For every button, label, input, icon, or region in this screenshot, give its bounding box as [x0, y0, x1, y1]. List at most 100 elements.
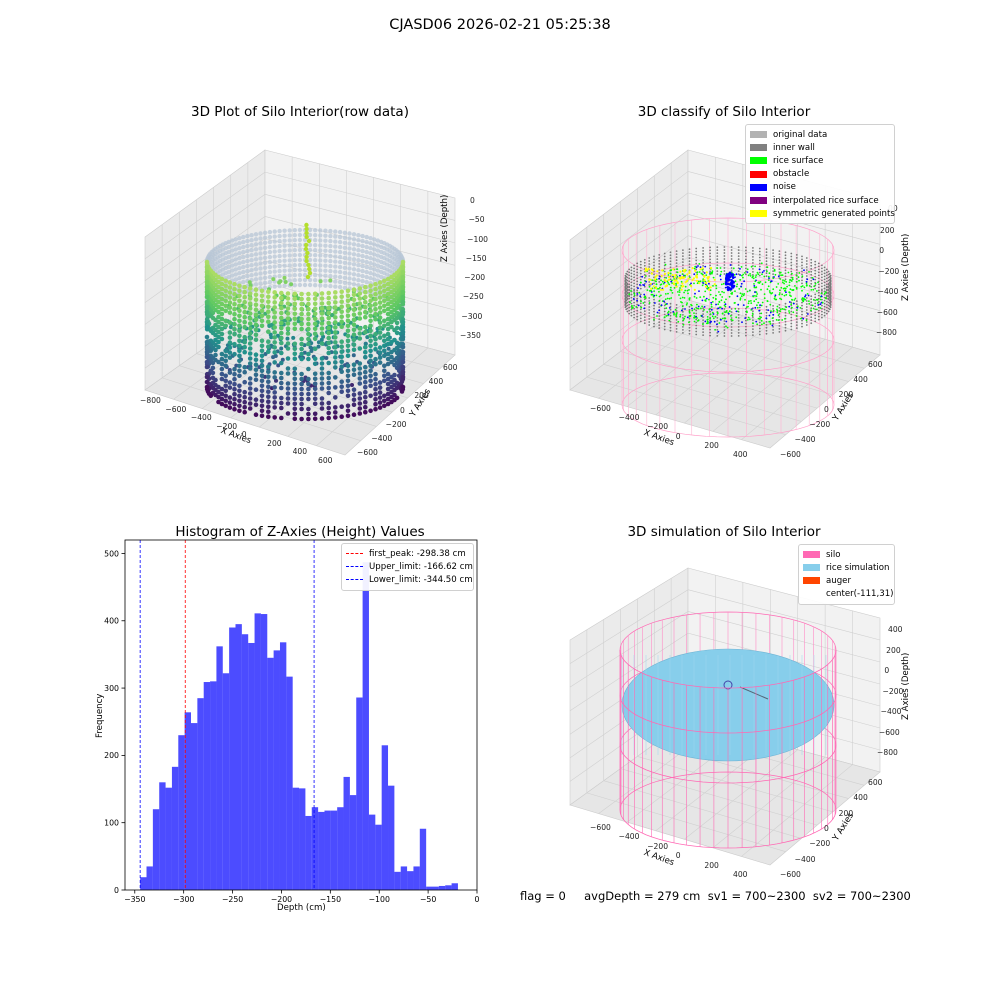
point	[702, 310, 704, 312]
point	[765, 275, 768, 278]
point	[318, 238, 323, 243]
point	[223, 348, 228, 354]
point	[339, 349, 345, 355]
point	[219, 396, 225, 402]
point	[752, 268, 754, 270]
point	[377, 360, 383, 365]
point	[730, 246, 733, 248]
point	[204, 319, 210, 325]
point	[814, 282, 817, 285]
point	[628, 309, 631, 312]
point	[682, 314, 684, 316]
point	[292, 278, 297, 283]
point	[772, 320, 774, 322]
point	[686, 316, 689, 319]
point	[716, 258, 719, 260]
point	[368, 333, 373, 339]
point	[721, 290, 723, 293]
point	[337, 284, 343, 290]
point	[326, 330, 332, 336]
point	[814, 266, 817, 269]
point	[357, 346, 363, 351]
point	[783, 280, 786, 282]
point	[664, 298, 667, 301]
point	[782, 279, 784, 282]
point	[636, 283, 639, 286]
point	[351, 327, 357, 333]
point	[696, 307, 698, 310]
point	[814, 317, 817, 320]
point	[400, 359, 406, 365]
point	[226, 249, 231, 255]
point	[653, 325, 655, 328]
legend-swatch	[803, 551, 820, 559]
point	[664, 293, 667, 295]
point	[707, 288, 711, 291]
point	[360, 278, 365, 284]
histogram-bar	[337, 807, 344, 890]
point	[363, 329, 368, 335]
grid-line	[569, 214, 689, 305]
point	[785, 306, 788, 309]
point	[672, 268, 675, 271]
point	[323, 228, 328, 233]
point	[368, 241, 373, 246]
point	[812, 288, 815, 291]
point	[805, 303, 808, 305]
point	[237, 358, 242, 364]
point	[725, 320, 728, 323]
point	[814, 311, 817, 314]
point	[810, 295, 813, 298]
point	[232, 291, 237, 297]
point	[724, 305, 727, 308]
histogram-bar	[381, 745, 389, 890]
grid-line	[687, 213, 881, 267]
point	[697, 265, 699, 267]
point	[285, 336, 290, 341]
point	[766, 270, 768, 273]
point	[297, 267, 303, 273]
point	[285, 381, 291, 386]
point	[682, 311, 684, 313]
point	[365, 335, 370, 340]
point	[333, 244, 338, 249]
point	[810, 298, 813, 301]
point	[326, 290, 332, 296]
point	[241, 234, 246, 240]
point	[356, 233, 361, 238]
point	[654, 302, 656, 304]
point	[357, 401, 363, 406]
point	[328, 248, 333, 254]
point	[299, 386, 304, 392]
point	[247, 286, 253, 291]
point	[357, 296, 363, 301]
point	[363, 344, 368, 350]
point	[730, 317, 733, 319]
point	[333, 249, 338, 254]
point	[643, 261, 646, 264]
point	[631, 304, 633, 307]
point	[360, 273, 365, 279]
point	[279, 385, 284, 391]
point	[630, 281, 633, 284]
point	[223, 363, 228, 369]
point	[667, 313, 670, 316]
classify-plot-title: 3D classify of Silo Interior	[637, 104, 811, 120]
point	[242, 379, 247, 385]
point	[385, 386, 391, 392]
point	[237, 348, 242, 354]
point	[779, 308, 782, 311]
point	[223, 388, 228, 394]
point	[750, 265, 753, 268]
point	[758, 333, 761, 336]
point	[247, 326, 253, 331]
point	[663, 252, 666, 255]
point	[360, 258, 365, 264]
point	[695, 327, 698, 330]
point	[259, 358, 265, 364]
point	[337, 264, 343, 270]
point	[389, 304, 394, 310]
point	[242, 404, 247, 410]
point	[292, 296, 298, 302]
point	[829, 306, 832, 309]
